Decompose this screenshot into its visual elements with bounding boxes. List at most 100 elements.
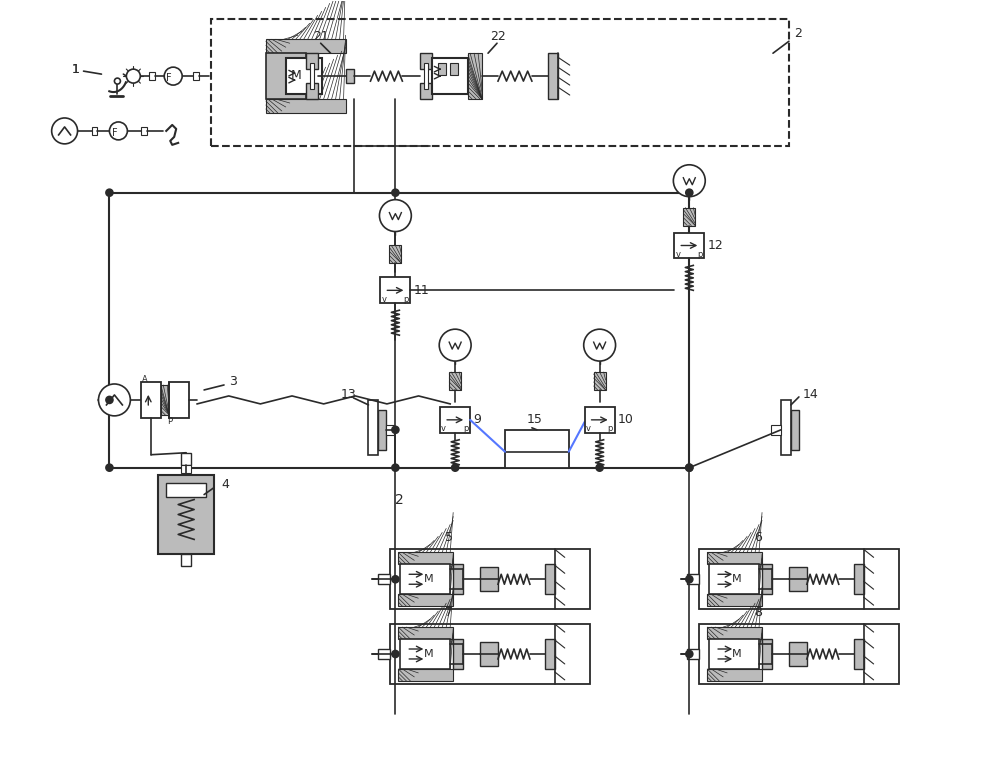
Bar xyxy=(699,624,899,684)
Text: 9: 9 xyxy=(473,413,481,426)
Circle shape xyxy=(686,650,693,658)
Text: M: M xyxy=(423,649,433,659)
Bar xyxy=(390,550,590,609)
Text: p: p xyxy=(697,250,703,259)
Circle shape xyxy=(392,426,399,433)
Bar xyxy=(169,382,189,418)
Circle shape xyxy=(439,329,471,361)
Bar xyxy=(438,63,446,75)
Text: M: M xyxy=(290,69,301,82)
Bar xyxy=(480,642,498,666)
Bar xyxy=(687,575,699,584)
Bar xyxy=(400,564,450,594)
Bar xyxy=(398,553,453,564)
Circle shape xyxy=(392,464,399,471)
Bar xyxy=(368,400,378,455)
Bar xyxy=(548,53,558,99)
Bar xyxy=(545,639,555,669)
Text: 14: 14 xyxy=(803,388,819,401)
Circle shape xyxy=(392,650,399,658)
Bar xyxy=(92,127,97,135)
Circle shape xyxy=(596,464,603,471)
Bar xyxy=(674,232,704,258)
Circle shape xyxy=(686,189,693,196)
Bar xyxy=(450,63,458,75)
Text: 13: 13 xyxy=(341,388,356,401)
Bar xyxy=(440,407,470,433)
Text: 12: 12 xyxy=(707,239,723,252)
Circle shape xyxy=(164,67,182,85)
Bar xyxy=(181,554,191,566)
Text: 10: 10 xyxy=(618,413,633,426)
Circle shape xyxy=(98,384,130,416)
Bar xyxy=(310,63,314,89)
Text: F: F xyxy=(166,73,172,83)
Text: 3: 3 xyxy=(229,375,237,388)
Bar xyxy=(149,72,155,80)
Text: 15: 15 xyxy=(527,413,543,426)
Bar xyxy=(594,372,606,390)
Bar xyxy=(166,483,206,497)
Text: 4: 4 xyxy=(221,478,229,491)
Bar xyxy=(286,58,322,94)
Bar xyxy=(389,245,401,263)
Circle shape xyxy=(126,69,140,83)
Bar xyxy=(158,475,214,554)
Circle shape xyxy=(114,78,120,84)
Circle shape xyxy=(584,329,616,361)
Bar xyxy=(699,550,899,609)
Bar xyxy=(346,69,354,83)
Bar xyxy=(683,207,695,226)
Circle shape xyxy=(52,118,78,144)
Text: M: M xyxy=(732,575,742,584)
Bar xyxy=(453,564,463,594)
Bar xyxy=(420,53,432,69)
Text: 21: 21 xyxy=(313,30,328,42)
Bar xyxy=(378,575,390,584)
Text: v: v xyxy=(675,250,680,259)
Circle shape xyxy=(106,189,113,196)
Bar xyxy=(378,410,386,450)
Circle shape xyxy=(686,576,693,583)
Circle shape xyxy=(686,464,693,471)
Text: p: p xyxy=(463,425,469,433)
Bar xyxy=(193,72,199,80)
Circle shape xyxy=(109,122,127,140)
Bar xyxy=(762,639,772,669)
Bar xyxy=(707,669,762,681)
Text: v: v xyxy=(381,294,386,304)
Bar xyxy=(468,53,482,99)
Text: A: A xyxy=(142,375,148,385)
Bar xyxy=(707,553,762,564)
Bar xyxy=(400,639,450,669)
Bar xyxy=(378,649,390,659)
Circle shape xyxy=(686,464,693,471)
Bar xyxy=(709,639,759,669)
Circle shape xyxy=(392,576,399,583)
Bar xyxy=(266,99,346,113)
Bar xyxy=(505,430,569,468)
Bar xyxy=(687,649,699,659)
Text: 6: 6 xyxy=(754,531,762,544)
Bar xyxy=(453,639,463,669)
Bar xyxy=(424,63,428,89)
Bar xyxy=(398,594,453,606)
Bar xyxy=(266,53,306,99)
Text: F: F xyxy=(112,128,117,138)
Bar xyxy=(141,127,147,135)
Bar xyxy=(181,465,191,472)
Bar xyxy=(762,564,772,594)
Circle shape xyxy=(106,464,113,471)
Bar xyxy=(306,53,318,69)
Circle shape xyxy=(379,200,411,232)
Text: p: p xyxy=(403,294,409,304)
Text: M: M xyxy=(732,649,742,659)
Bar xyxy=(709,564,759,594)
Text: p: p xyxy=(608,425,613,433)
Bar xyxy=(420,83,432,99)
Bar xyxy=(789,567,807,591)
Text: 7: 7 xyxy=(445,606,453,618)
Bar xyxy=(398,669,453,681)
Text: 1: 1 xyxy=(72,63,79,76)
Text: 8: 8 xyxy=(754,606,762,618)
